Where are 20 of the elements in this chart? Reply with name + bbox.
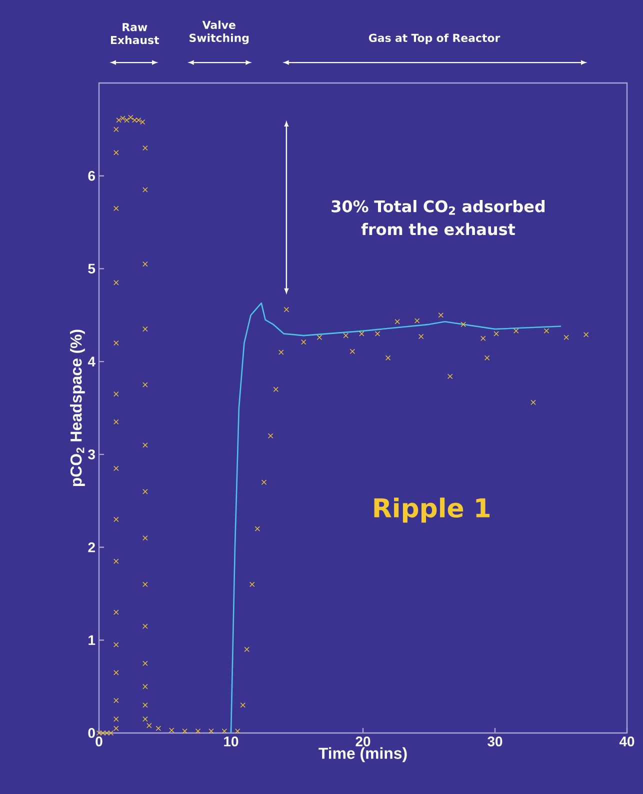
y-tick-label: 4 (88, 356, 96, 366)
line-series (230, 302, 562, 734)
x-tick-label: 40 (619, 736, 634, 746)
y-axis-title: pCO$_{2}$ Headspace (%) (70, 330, 85, 486)
x-tick-label: 30 (488, 736, 502, 746)
y-tick-label: 5 (88, 264, 96, 274)
x-tick-label: 20 (356, 736, 370, 746)
y-tick-label: 0 (88, 728, 95, 738)
y-tick-label: 3 (88, 449, 95, 460)
annotation: 30% Total CO$_{2}$ adsorbed from the exhaust (332, 200, 545, 236)
text: Gas at Top of Reactor (368, 34, 500, 44)
y-tick-label: 2 (88, 542, 95, 552)
y-tick-label: 6 (88, 170, 95, 181)
text: Valve Switching (190, 20, 249, 44)
annotation: Ripple 1 (374, 498, 490, 523)
x-tick-label: 0 (96, 736, 102, 746)
y-tick-label: 1 (88, 635, 96, 645)
text: Raw Exhaust (110, 23, 160, 44)
x-axis-title: Time (mins) (318, 747, 407, 762)
x-tick-label: 10 (224, 736, 238, 746)
